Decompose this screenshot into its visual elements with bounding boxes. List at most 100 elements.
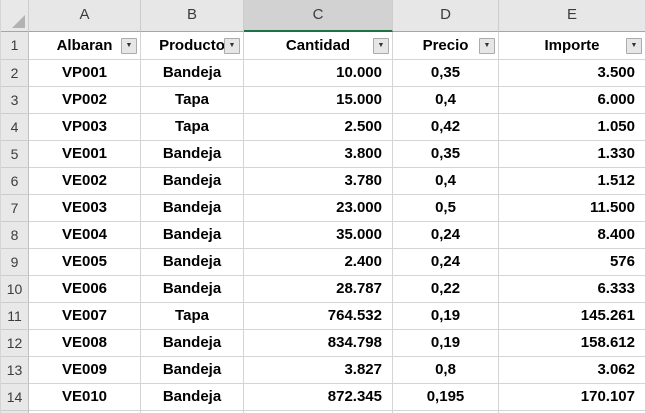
cell-producto[interactable]: Bandeja — [141, 141, 244, 168]
row-number[interactable]: 5 — [1, 141, 29, 168]
header-cell-cantidad[interactable]: Cantidad ▼ — [244, 32, 393, 60]
cell-importe[interactable]: 3.062 — [499, 357, 645, 384]
header-cell-precio[interactable]: Precio ▼ — [393, 32, 499, 60]
cell-precio[interactable]: 0,24 — [393, 249, 499, 276]
cell-importe[interactable]: 1.330 — [499, 141, 645, 168]
filter-dropdown-cantidad[interactable]: ▼ — [373, 37, 389, 54]
cell-importe[interactable]: 3.500 — [499, 60, 645, 87]
row-number[interactable]: 2 — [1, 60, 29, 87]
cell-albaran[interactable]: VE002 — [29, 168, 141, 195]
row-number[interactable]: 8 — [1, 222, 29, 249]
cell-importe[interactable]: 6.333 — [499, 276, 645, 303]
row-number[interactable]: 14 — [1, 384, 29, 411]
cell-importe[interactable]: 8.400 — [499, 222, 645, 249]
cell-importe[interactable]: 1.512 — [499, 168, 645, 195]
cell-producto[interactable]: Bandeja — [141, 276, 244, 303]
cell-albaran[interactable]: VE001 — [29, 141, 141, 168]
cell-producto[interactable]: Bandeja — [141, 222, 244, 249]
cell-precio[interactable]: 0,4 — [393, 87, 499, 114]
cell-producto[interactable]: Bandeja — [141, 357, 244, 384]
row-number[interactable]: 6 — [1, 168, 29, 195]
row-number[interactable] — [1, 411, 29, 413]
cell-precio[interactable]: 0,4 — [393, 168, 499, 195]
cell-precio[interactable]: 0,22 — [393, 276, 499, 303]
cell-cantidad[interactable]: 35.000 — [244, 222, 393, 249]
cell-precio[interactable]: 0,24 — [393, 222, 499, 249]
header-cell-albaran[interactable]: Albaran ▼ — [29, 32, 141, 60]
cell-producto[interactable]: Tapa — [141, 87, 244, 114]
cell-albaran[interactable]: VE009 — [29, 357, 141, 384]
cell-albaran[interactable]: VP003 — [29, 114, 141, 141]
cell-precio[interactable]: 0,8 — [393, 357, 499, 384]
cell-cantidad[interactable]: 2.400 — [244, 249, 393, 276]
filter-dropdown-precio[interactable]: ▼ — [479, 37, 495, 54]
select-all-corner[interactable] — [1, 0, 29, 32]
cell-cantidad[interactable]: 3.780 — [244, 168, 393, 195]
column-header-c-selected[interactable]: C — [244, 0, 393, 32]
cell-precio[interactable]: 0,35 — [393, 60, 499, 87]
cell-cantidad[interactable]: 23.000 — [244, 195, 393, 222]
cell-cantidad[interactable]: 764.532 — [244, 303, 393, 330]
cell-importe[interactable]: 145.261 — [499, 303, 645, 330]
cell-producto[interactable]: Bandeja — [141, 330, 244, 357]
cell-cantidad[interactable]: 3.800 — [244, 141, 393, 168]
cell-cantidad[interactable]: 872.345 — [244, 384, 393, 411]
row-number[interactable]: 10 — [1, 276, 29, 303]
cell-cantidad[interactable]: 834.798 — [244, 330, 393, 357]
cell-producto[interactable]: Tapa — [141, 114, 244, 141]
row-number[interactable]: 13 — [1, 357, 29, 384]
cell-importe[interactable]: 576 — [499, 249, 645, 276]
cell-cantidad[interactable]: 2.500 — [244, 114, 393, 141]
cell-albaran[interactable]: VP002 — [29, 87, 141, 114]
column-header-a[interactable]: A — [29, 0, 141, 32]
cell-albaran[interactable]: VE006 — [29, 276, 141, 303]
row-number[interactable]: 7 — [1, 195, 29, 222]
column-header-b[interactable]: B — [141, 0, 244, 32]
filter-dropdown-albaran[interactable]: ▼ — [121, 37, 137, 54]
cell-empty[interactable] — [29, 411, 141, 413]
cell-albaran[interactable]: VE008 — [29, 330, 141, 357]
cell-producto[interactable]: Bandeja — [141, 60, 244, 87]
cell-albaran[interactable]: VE003 — [29, 195, 141, 222]
filter-dropdown-importe[interactable]: ▼ — [626, 37, 642, 54]
cell-albaran[interactable]: VE005 — [29, 249, 141, 276]
cell-importe[interactable]: 170.107 — [499, 384, 645, 411]
column-header-e[interactable]: E — [499, 0, 645, 32]
cell-precio[interactable]: 0,19 — [393, 303, 499, 330]
cell-empty[interactable] — [141, 411, 244, 413]
cell-albaran[interactable]: VE010 — [29, 384, 141, 411]
header-cell-importe[interactable]: Importe ▼ — [499, 32, 645, 60]
cell-producto[interactable]: Bandeja — [141, 249, 244, 276]
cell-empty[interactable] — [393, 411, 499, 413]
cell-cantidad[interactable]: 10.000 — [244, 60, 393, 87]
cell-precio[interactable]: 0,42 — [393, 114, 499, 141]
row-number[interactable]: 9 — [1, 249, 29, 276]
cell-importe[interactable]: 6.000 — [499, 87, 645, 114]
row-number[interactable]: 1 — [1, 32, 29, 60]
cell-importe[interactable]: 11.500 — [499, 195, 645, 222]
cell-cantidad[interactable]: 15.000 — [244, 87, 393, 114]
column-header-d[interactable]: D — [393, 0, 499, 32]
cell-importe[interactable]: 1.050 — [499, 114, 645, 141]
cell-precio[interactable]: 0,5 — [393, 195, 499, 222]
cell-precio[interactable]: 0,19 — [393, 330, 499, 357]
cell-empty[interactable] — [244, 411, 393, 413]
cell-producto[interactable]: Tapa — [141, 303, 244, 330]
cell-producto[interactable]: Bandeja — [141, 384, 244, 411]
cell-producto[interactable]: Bandeja — [141, 168, 244, 195]
header-cell-producto[interactable]: Producto ▼ — [141, 32, 244, 60]
cell-precio[interactable]: 0,195 — [393, 384, 499, 411]
cell-cantidad[interactable]: 3.827 — [244, 357, 393, 384]
cell-empty[interactable] — [499, 411, 645, 413]
cell-cantidad[interactable]: 28.787 — [244, 276, 393, 303]
cell-producto[interactable]: Bandeja — [141, 195, 244, 222]
row-number[interactable]: 12 — [1, 330, 29, 357]
row-number[interactable]: 4 — [1, 114, 29, 141]
cell-precio[interactable]: 0,35 — [393, 141, 499, 168]
cell-albaran[interactable]: VP001 — [29, 60, 141, 87]
cell-importe[interactable]: 158.612 — [499, 330, 645, 357]
filter-dropdown-producto[interactable]: ▼ — [224, 37, 240, 54]
row-number[interactable]: 3 — [1, 87, 29, 114]
row-number[interactable]: 11 — [1, 303, 29, 330]
cell-albaran[interactable]: VE004 — [29, 222, 141, 249]
